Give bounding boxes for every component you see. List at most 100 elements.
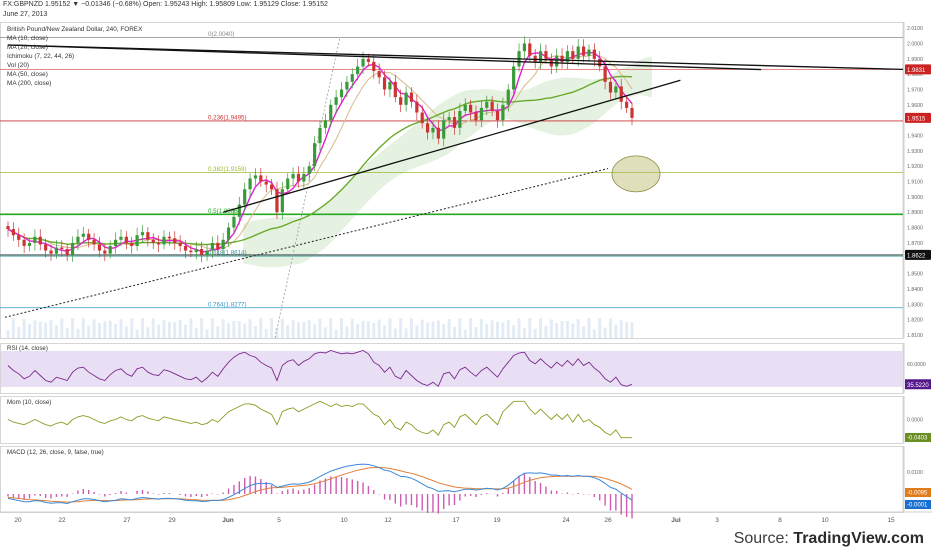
volume-bar [189, 318, 193, 338]
volume-bar [76, 328, 80, 338]
price-badge-label: 1.9515 [907, 116, 926, 122]
trendline-upper [7, 44, 762, 71]
candle-body [17, 235, 21, 240]
volume-bar [237, 321, 241, 338]
candle-body [625, 101, 629, 108]
candle-body [339, 89, 344, 98]
volume-bar [151, 318, 155, 338]
volume-bar [194, 327, 198, 338]
volume-bar [130, 318, 134, 338]
volume-bar [630, 322, 634, 338]
volume-bar [608, 318, 612, 338]
volume-bar [65, 328, 69, 338]
candle-body [318, 127, 322, 144]
candle-body [167, 236, 171, 239]
volume-bar [178, 319, 182, 338]
volume-bar [253, 326, 257, 338]
rsi-line [7, 350, 633, 388]
price-tick-label: 1.9200 [907, 164, 923, 170]
candle-body [431, 127, 435, 133]
macd-badge-2 [905, 500, 931, 509]
volume-bar [598, 318, 602, 338]
volume-bar [431, 321, 435, 338]
price-tick-label: 1.9900 [907, 57, 923, 63]
macd-badge [905, 488, 931, 497]
candle-body [587, 49, 591, 56]
volume-bar [259, 318, 263, 338]
candle-body [415, 101, 419, 113]
candle-body [479, 107, 483, 121]
candle-body [87, 233, 91, 240]
time-tick-label: 10 [340, 517, 348, 524]
legend-ma10: MA (10, close) [7, 35, 48, 42]
ma200-line [4, 168, 609, 318]
volume-bar [560, 321, 564, 338]
candle-body [334, 97, 338, 105]
candle-body [544, 51, 548, 59]
candle-body [194, 249, 198, 253]
candle-body [592, 49, 596, 59]
volume-bar [291, 319, 295, 338]
volume-bar [71, 318, 75, 338]
candle-body [221, 239, 225, 250]
volume-bar [592, 329, 596, 338]
candle-body [512, 66, 516, 90]
macd-pane-frame [0, 446, 904, 513]
rsi-tick: 60.0000 [907, 362, 926, 368]
volume-bar [474, 327, 478, 338]
time-tick-label: 8 [778, 517, 782, 524]
candle-body [49, 250, 53, 254]
macd-label: MACD (12, 26, close, 9, false, true) [7, 449, 104, 456]
candle-body [65, 249, 69, 256]
volume-bar [409, 318, 413, 338]
candle-body [350, 74, 354, 82]
candle-body [442, 120, 446, 139]
ma50-line [7, 75, 633, 246]
time-tick-label: Jul [671, 517, 681, 524]
momentum-label: Mom (10, close) [7, 399, 51, 406]
volume-bar [517, 318, 521, 338]
candle-body [119, 236, 123, 240]
volume-bar [490, 320, 494, 338]
candle-body [560, 55, 564, 62]
macd-badge-label: -0.0095 [907, 491, 928, 497]
legend-ma50: MA (50, close) [7, 71, 48, 78]
candle-body [538, 51, 543, 62]
momentum-badge [905, 433, 931, 442]
volume-bar [496, 321, 500, 338]
candle-body [495, 110, 500, 121]
price-tick-label: 1.9000 [907, 195, 923, 201]
volume-bar [576, 319, 580, 338]
volume-bar [436, 320, 440, 338]
volume-bar [243, 323, 247, 338]
candle-body [447, 117, 451, 121]
candle-body [608, 81, 613, 93]
momentum-pane-frame [0, 396, 904, 444]
candle-body [323, 120, 327, 128]
volume-bar [426, 322, 430, 338]
candle-body [619, 86, 623, 102]
volume-bar [200, 318, 204, 338]
candle-body [92, 239, 96, 245]
fib-label: 0(2.0040) [208, 31, 235, 38]
volume-bar [372, 322, 376, 338]
candle-body [452, 117, 457, 128]
volume-bar [221, 319, 225, 338]
volume-bar [399, 318, 403, 338]
source-brand: TradingView.com [793, 530, 924, 547]
candle-body [113, 239, 118, 246]
candle-body [501, 104, 505, 121]
volume-bar [549, 319, 553, 338]
price-tick-label: 1.8700 [907, 241, 923, 247]
volume-bar [81, 318, 85, 338]
candle-body [436, 127, 440, 139]
candle-body [280, 189, 284, 213]
price-badge-label: 1.9831 [907, 68, 926, 74]
volume-bar [452, 326, 456, 338]
price-badge [905, 249, 931, 260]
candle-body [581, 46, 586, 56]
candle-body [60, 247, 64, 250]
momentum-line [7, 400, 632, 439]
candle-body [382, 77, 387, 90]
